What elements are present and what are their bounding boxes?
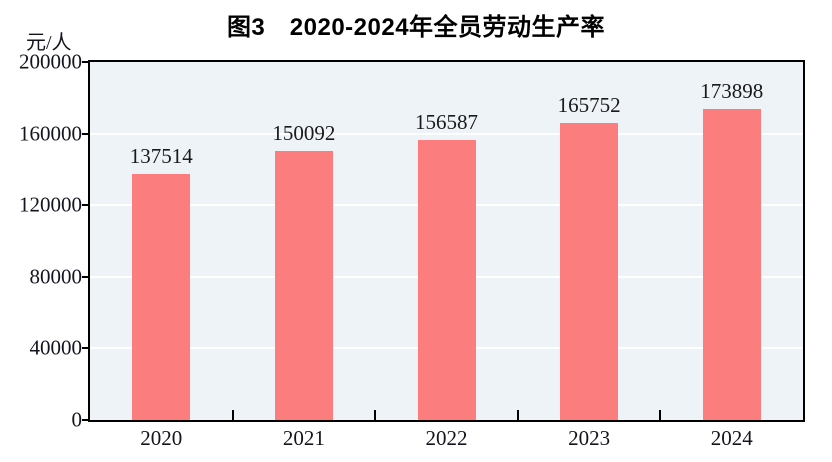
y-axis-tick: [82, 132, 90, 135]
bar-2020: [132, 173, 191, 420]
y-axis-tick-label-200000: 200000: [19, 49, 82, 74]
y-axis-tick: [82, 61, 90, 63]
x-axis-tick: [231, 410, 234, 420]
x-axis-tick: [659, 410, 662, 420]
bar-value-label-2020: 137514: [129, 143, 193, 168]
bar-value-label-2024: 173898: [700, 78, 764, 103]
bar-2024: [702, 108, 761, 420]
y-axis-tick-label-40000: 40000: [29, 335, 83, 360]
gridline-160000: [90, 132, 803, 135]
plot-area: 137514 150092 156587 165752 173898: [88, 60, 805, 422]
bar-2022: [417, 139, 476, 420]
y-axis-unit-label: 元/人: [26, 32, 72, 54]
y-axis-tick: [82, 204, 90, 207]
y-axis-tick-label-0: 0: [71, 407, 83, 432]
x-axis-tick: [374, 410, 377, 420]
bar-value-label-2022: 156587: [415, 109, 478, 134]
bar-value-label-2021: 150092: [272, 121, 336, 146]
x-axis-tick-label-2020: 2020: [140, 426, 183, 450]
x-axis-tick-label-2024: 2024: [710, 426, 753, 450]
bar-2021: [274, 151, 333, 420]
y-axis-tick-label-120000: 120000: [19, 192, 82, 217]
x-axis-tick-label-2022: 2022: [425, 426, 468, 450]
bar-value-label-2023: 165752: [557, 93, 621, 118]
chart-title: 图3 2020-2024年全员劳动生产率: [226, 14, 606, 41]
y-axis-tick-label-80000: 80000: [29, 264, 83, 289]
y-axis-tick: [82, 275, 90, 278]
y-axis-tick-label-160000: 160000: [19, 121, 82, 146]
bar-2023: [560, 123, 619, 420]
x-axis-tick-label-2023: 2023: [568, 426, 611, 450]
y-axis-tick: [82, 347, 90, 350]
x-axis-tick-label-2021: 2021: [282, 426, 325, 450]
y-axis-tick: [82, 419, 90, 421]
x-axis-tick: [516, 410, 519, 420]
